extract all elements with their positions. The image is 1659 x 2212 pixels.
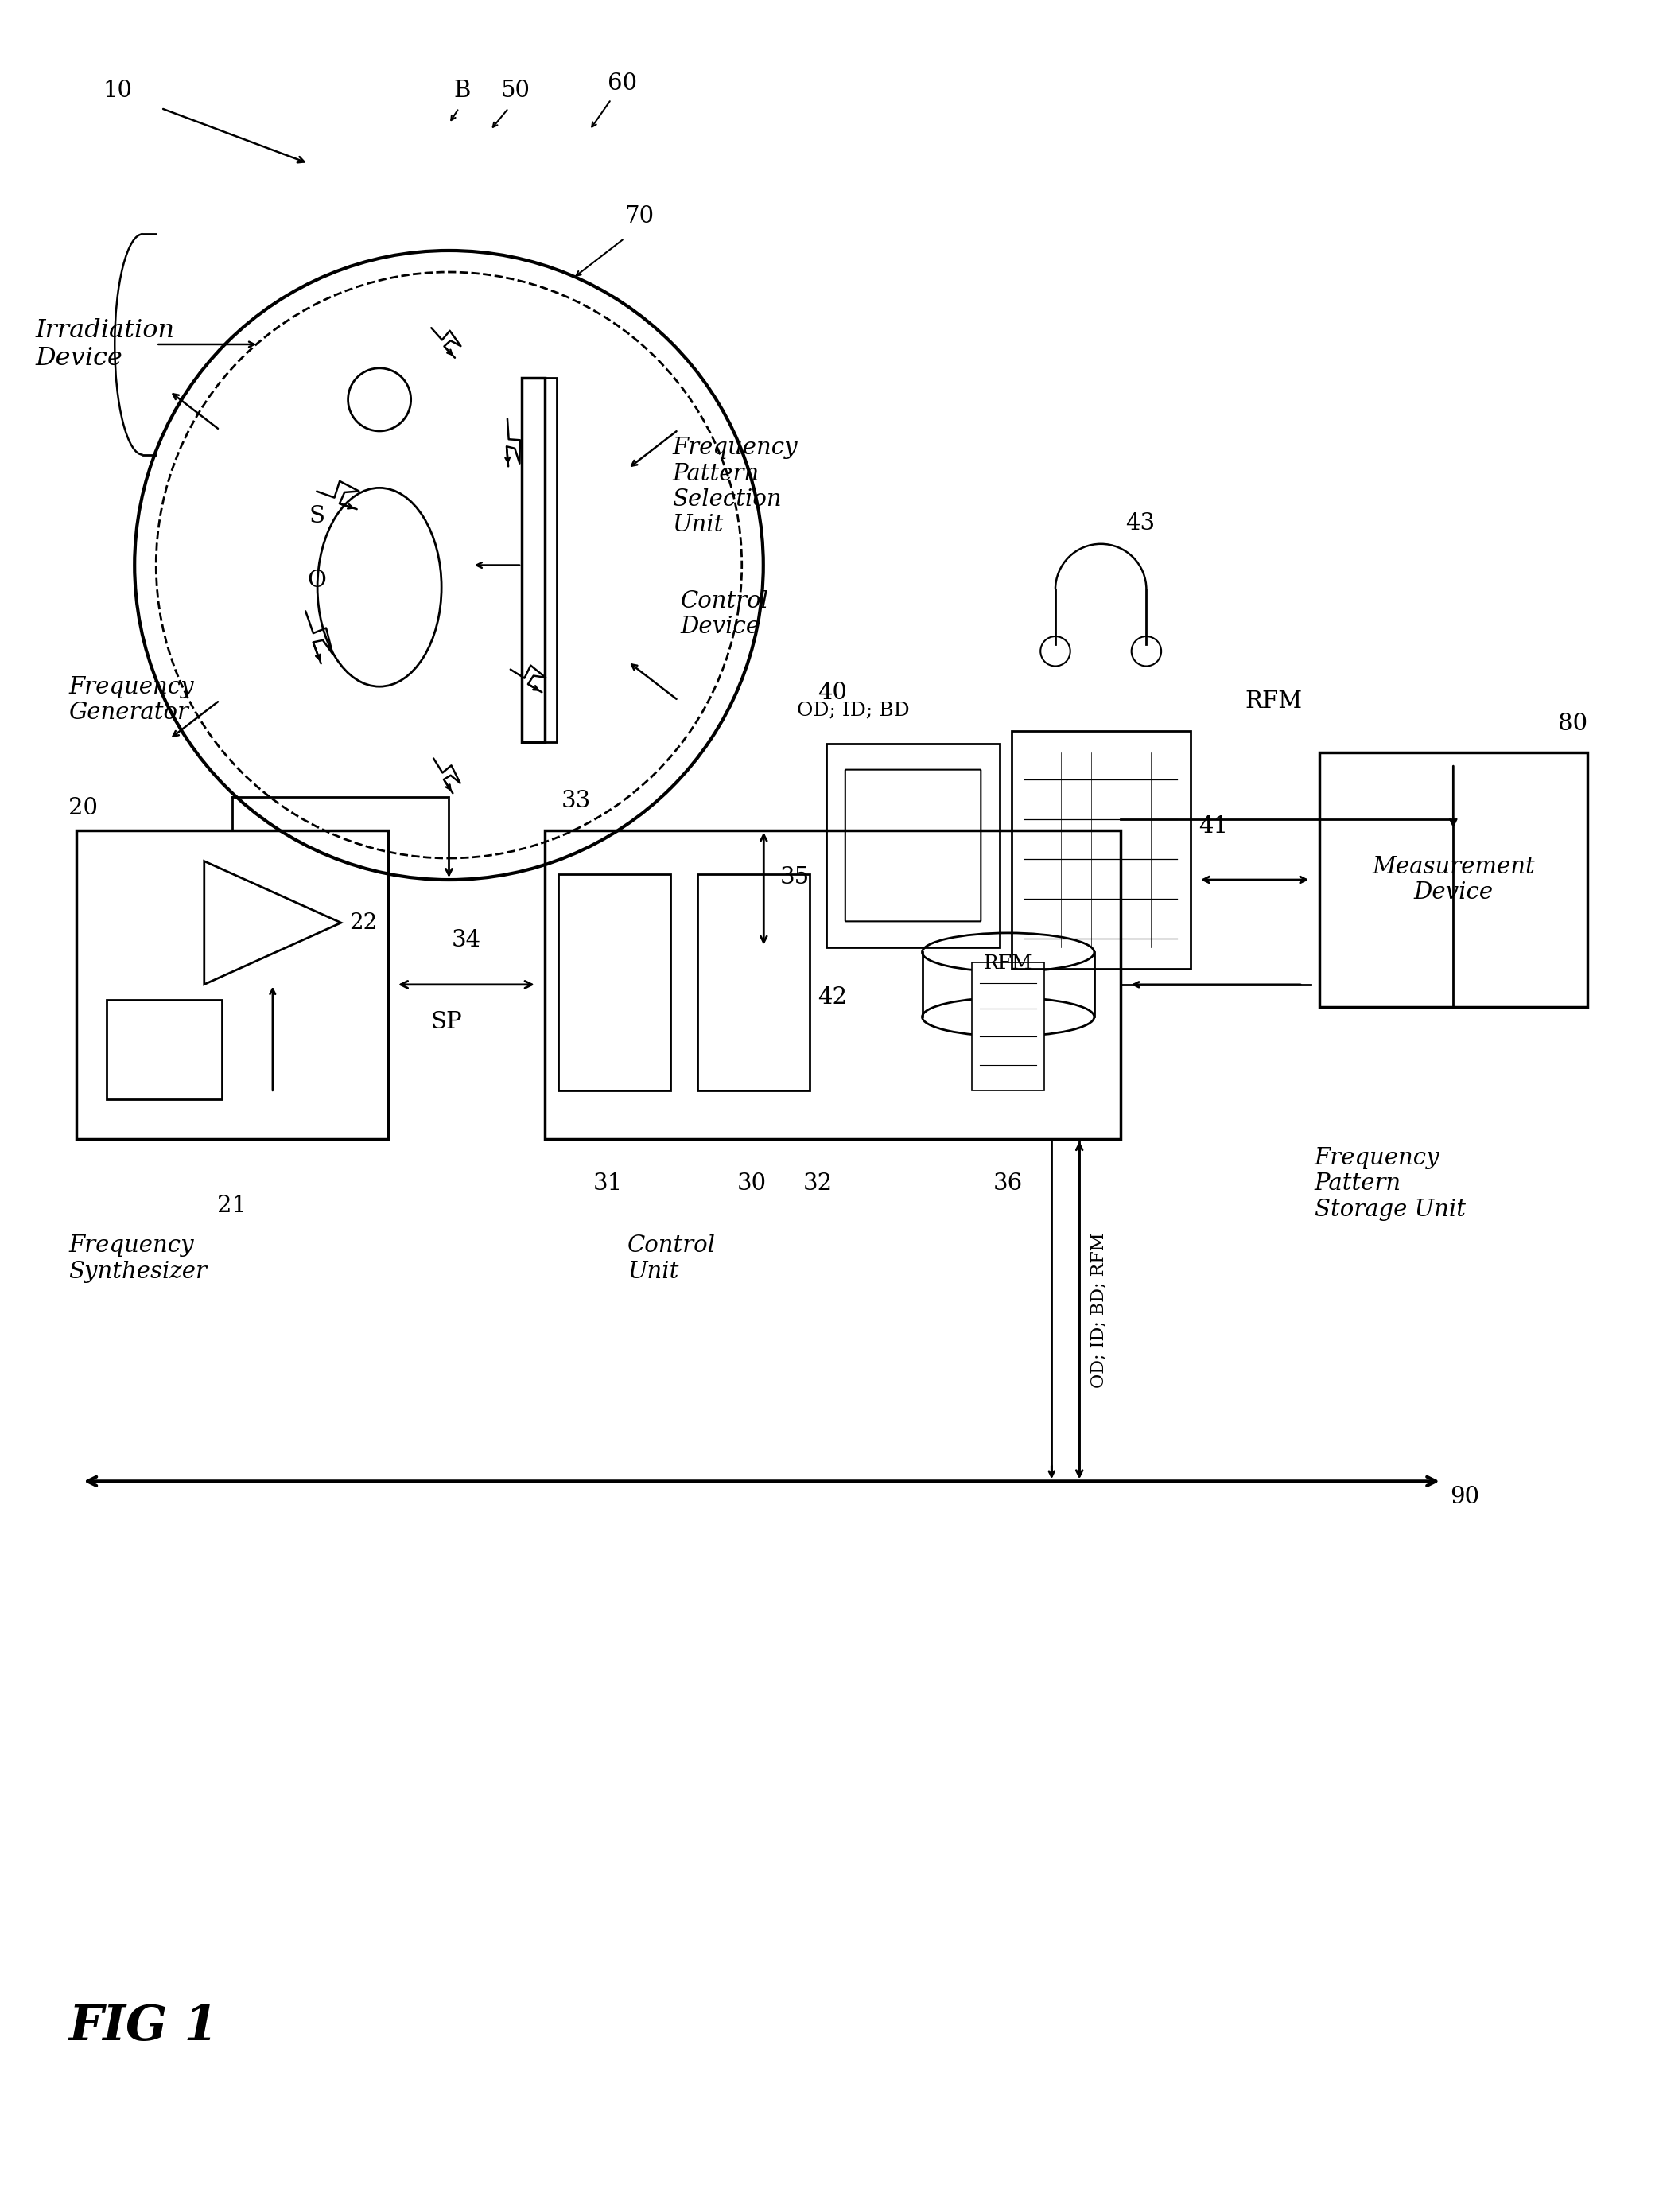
Text: 50: 50 xyxy=(501,80,529,102)
Text: O: O xyxy=(307,568,327,591)
Text: 43: 43 xyxy=(1126,511,1155,535)
Text: 36: 36 xyxy=(994,1172,1024,1194)
Text: Frequency
Synthesizer: Frequency Synthesizer xyxy=(68,1234,207,1283)
Text: 90: 90 xyxy=(1450,1486,1480,1509)
Text: RFM: RFM xyxy=(984,956,1032,973)
Text: FIG 1: FIG 1 xyxy=(68,2004,217,2051)
Text: 40: 40 xyxy=(818,681,848,703)
FancyBboxPatch shape xyxy=(972,962,1045,1091)
Text: SP: SP xyxy=(431,1011,463,1033)
Text: 31: 31 xyxy=(592,1172,622,1194)
Text: Control
Device: Control Device xyxy=(680,591,768,637)
Text: Irradiation
Device: Irradiation Device xyxy=(35,319,174,372)
Text: 70: 70 xyxy=(624,206,654,228)
Text: Frequency
Pattern
Selection
Unit: Frequency Pattern Selection Unit xyxy=(672,436,798,538)
Text: Frequency
Generator: Frequency Generator xyxy=(68,677,194,723)
Text: 33: 33 xyxy=(561,790,591,812)
Text: OD; ID; BD: OD; ID; BD xyxy=(796,701,909,719)
Text: 10: 10 xyxy=(103,80,133,102)
Text: RFM: RFM xyxy=(1244,690,1302,712)
Text: Measurement
Device: Measurement Device xyxy=(1372,856,1535,905)
Text: 34: 34 xyxy=(451,929,481,951)
Text: 80: 80 xyxy=(1558,712,1588,734)
Text: 42: 42 xyxy=(818,987,848,1009)
Text: OD; ID; BD; RFM: OD; ID; BD; RFM xyxy=(1090,1232,1108,1387)
Text: 22: 22 xyxy=(350,911,377,933)
Text: Frequency
Pattern
Storage Unit: Frequency Pattern Storage Unit xyxy=(1314,1148,1465,1221)
Text: B: B xyxy=(453,80,471,102)
Text: 21: 21 xyxy=(217,1194,247,1217)
Text: 30: 30 xyxy=(737,1172,766,1194)
Text: 35: 35 xyxy=(780,867,810,889)
Text: 60: 60 xyxy=(607,73,637,95)
Text: 20: 20 xyxy=(68,796,98,818)
Text: S: S xyxy=(309,504,325,529)
Text: Control
Unit: Control Unit xyxy=(627,1234,717,1283)
Text: 32: 32 xyxy=(803,1172,833,1194)
Text: 41: 41 xyxy=(1198,814,1228,836)
